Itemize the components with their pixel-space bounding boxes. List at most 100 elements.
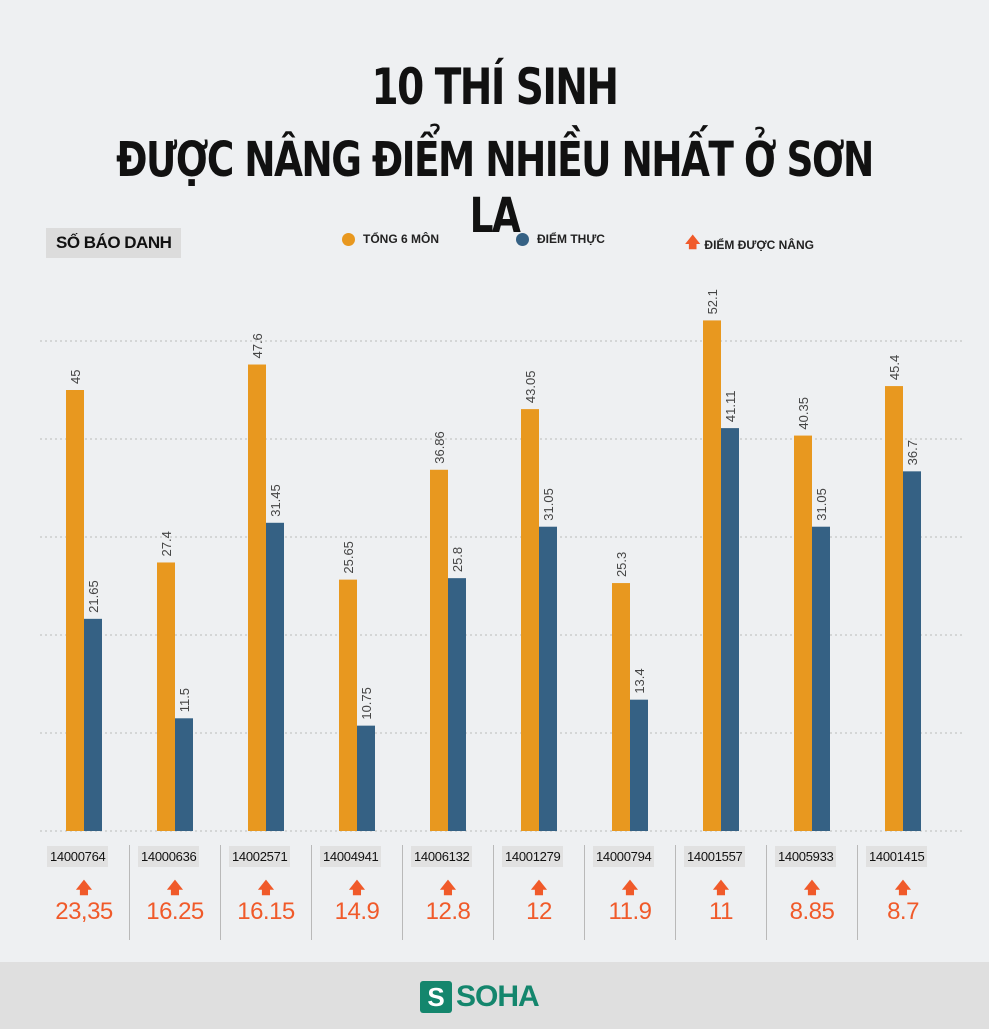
category-label: 14000764 xyxy=(47,846,109,867)
category-label: 14002571 xyxy=(229,846,291,867)
orange-dot-icon xyxy=(342,232,355,246)
chart-title: 10 THÍ SINH xyxy=(371,58,619,116)
data-label: 25.3 xyxy=(614,552,629,577)
data-label: 36.86 xyxy=(432,431,447,464)
up-arrow-icon: 🡅 xyxy=(712,880,730,897)
data-label: 13.4 xyxy=(632,668,647,693)
legend-label: TỔNG 6 MÔN xyxy=(363,232,440,246)
data-label: 11.5 xyxy=(177,688,192,712)
bar-total xyxy=(794,435,812,831)
up-arrow-icon: 🡅 xyxy=(439,880,457,897)
bar-actual xyxy=(357,725,375,831)
legend-label: ĐIỂM THỰC xyxy=(537,232,605,246)
raised-score: 🡅 14.9 xyxy=(312,880,402,926)
raised-value: 8.85 xyxy=(789,898,835,925)
data-label: 52.1 xyxy=(705,289,720,314)
raised-value: 16.15 xyxy=(237,898,295,925)
up-arrow-icon: 🡅 xyxy=(685,234,701,251)
category-label: 14004941 xyxy=(320,846,382,867)
raised-value: 23,35 xyxy=(55,898,113,925)
bar-actual xyxy=(448,578,466,831)
category-label: 14000636 xyxy=(138,846,200,867)
category-label: 14006132 xyxy=(411,846,473,867)
data-label: 21.65 xyxy=(86,580,101,613)
category-label: 14005933 xyxy=(775,846,837,867)
category-label: 14001557 xyxy=(684,846,746,867)
raised-score: 🡅 11.9 xyxy=(585,880,675,926)
column-divider xyxy=(311,845,312,940)
chart-subtitle: ĐƯỢC NÂNG ĐIỂM NHIỀU NHẤT Ở SƠN LA xyxy=(116,132,874,244)
column-divider xyxy=(129,845,130,940)
column-divider xyxy=(857,845,858,940)
raised-value: 16.25 xyxy=(146,898,204,925)
data-label: 25.65 xyxy=(341,541,356,574)
raised-score: 🡅 16.15 xyxy=(221,880,311,926)
legend-item-raised: 🡅 ĐIỂM ĐƯỢC NÂNG xyxy=(685,232,814,257)
column-divider xyxy=(220,845,221,940)
up-arrow-icon: 🡅 xyxy=(530,880,548,897)
raised-score: 🡅 16.25 xyxy=(130,880,220,926)
logo-text: SOHA xyxy=(456,980,540,1013)
column-divider xyxy=(584,845,585,940)
legend-item-total: TỔNG 6 MÔN xyxy=(342,232,439,246)
data-label: 47.6 xyxy=(250,333,265,358)
up-arrow-icon: 🡅 xyxy=(75,880,93,897)
raised-value: 14.9 xyxy=(334,898,380,925)
up-arrow-icon: 🡅 xyxy=(894,880,912,897)
bar-actual xyxy=(175,718,193,831)
bar-actual xyxy=(84,618,102,831)
bar-total xyxy=(703,320,721,831)
x-axis-label: SỐ BÁO DANH xyxy=(46,228,182,258)
bar-total xyxy=(885,386,903,831)
raised-score: 🡅 11 xyxy=(676,880,766,926)
up-arrow-icon: 🡅 xyxy=(621,880,639,897)
blue-dot-icon xyxy=(516,232,529,246)
bar-actual xyxy=(630,699,648,831)
data-label: 31.05 xyxy=(541,488,556,521)
up-arrow-icon: 🡅 xyxy=(166,880,184,897)
bar-total xyxy=(248,364,266,831)
legend-item-actual: ĐIỂM THỰC xyxy=(516,232,605,246)
bar-total xyxy=(157,562,175,831)
bar-actual xyxy=(903,471,921,831)
column-divider xyxy=(766,845,767,940)
column-divider xyxy=(675,845,676,940)
bar-total xyxy=(339,579,357,831)
data-label: 41.11 xyxy=(723,391,738,423)
data-label: 43.05 xyxy=(523,371,538,404)
footer xyxy=(0,962,989,1029)
data-label: 27.4 xyxy=(159,531,174,556)
data-label: 40.35 xyxy=(796,397,811,430)
bar-total xyxy=(430,469,448,831)
bar-total xyxy=(66,390,84,831)
raised-value: 12.8 xyxy=(425,898,471,925)
raised-value: 8.7 xyxy=(887,898,919,925)
data-label: 45 xyxy=(68,370,83,384)
bar-actual xyxy=(721,428,739,831)
raised-value: 11.9 xyxy=(608,898,652,925)
raised-score: 🡅 12.8 xyxy=(403,880,493,926)
raised-value: 12 xyxy=(526,898,552,925)
raised-score: 🡅 8.7 xyxy=(858,880,948,926)
up-arrow-icon: 🡅 xyxy=(257,880,275,897)
category-label: 14001415 xyxy=(866,846,928,867)
raised-score: 🡅 8.85 xyxy=(767,880,857,926)
column-divider xyxy=(493,845,494,940)
logo-mark: S xyxy=(420,981,452,1013)
category-label: 14001279 xyxy=(502,846,564,867)
data-label: 31.05 xyxy=(814,488,829,521)
category-label: 14000794 xyxy=(593,846,655,867)
data-label: 10.75 xyxy=(359,687,374,720)
data-label: 45.4 xyxy=(887,355,902,380)
raised-score: 🡅 12 xyxy=(494,880,584,926)
data-label: 36.7 xyxy=(905,440,920,465)
bar-total xyxy=(521,409,539,831)
bar-actual xyxy=(266,522,284,831)
bar-total xyxy=(612,583,630,831)
raised-score: 🡅 23,35 xyxy=(39,880,129,926)
column-divider xyxy=(402,845,403,940)
up-arrow-icon: 🡅 xyxy=(348,880,366,897)
bar-actual xyxy=(812,526,830,831)
data-label: 31.45 xyxy=(268,484,283,517)
